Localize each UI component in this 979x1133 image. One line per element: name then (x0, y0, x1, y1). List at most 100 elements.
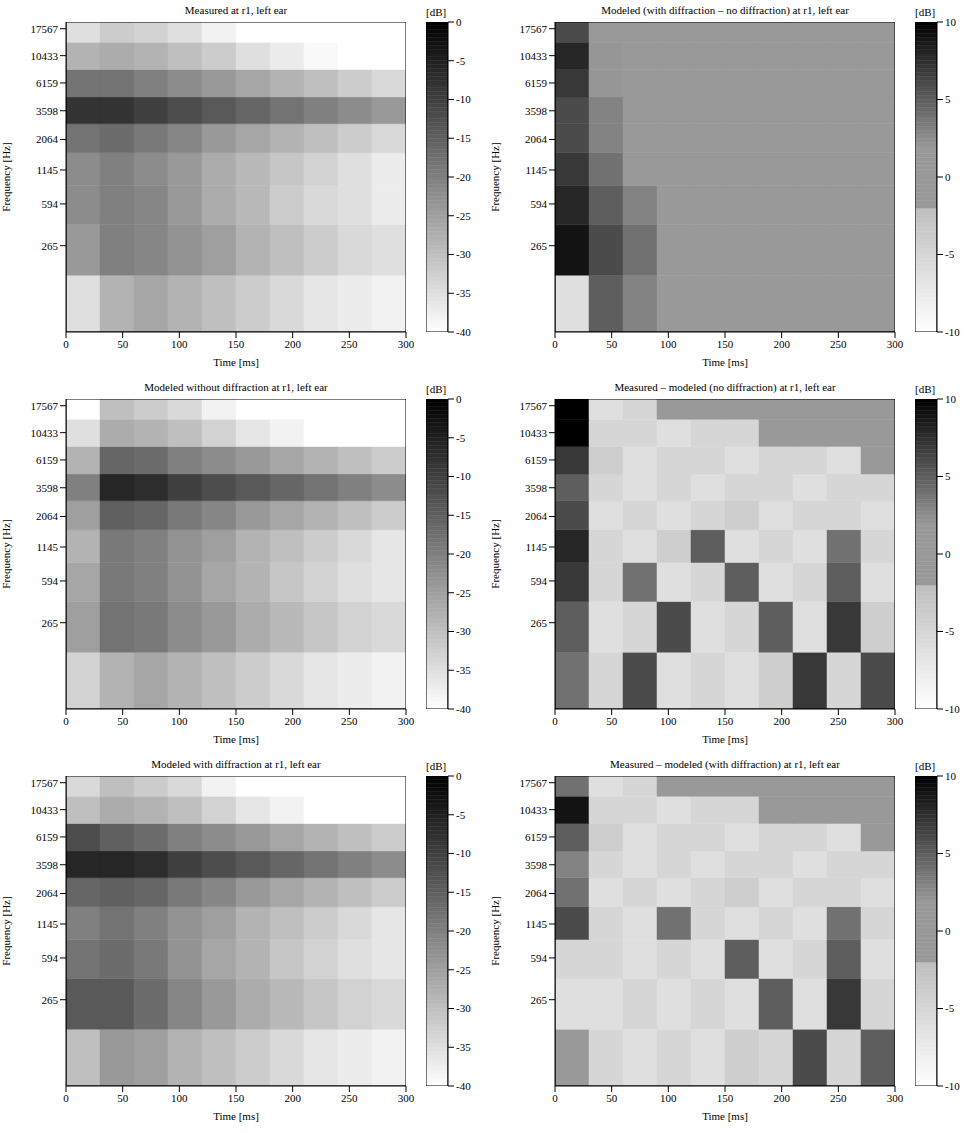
svg-text:17567: 17567 (31, 777, 59, 789)
svg-text:0: 0 (456, 393, 462, 405)
svg-text:265: 265 (531, 994, 548, 1006)
svg-text:150: 150 (717, 1092, 734, 1104)
svg-text:150: 150 (228, 1092, 245, 1104)
svg-text:-35: -35 (456, 287, 471, 299)
svg-text:100: 100 (660, 715, 677, 727)
svg-text:-35: -35 (456, 1041, 471, 1053)
svg-text:1145: 1145 (36, 164, 58, 176)
svg-text:265: 265 (42, 617, 59, 629)
svg-text:100: 100 (171, 1092, 188, 1104)
svg-text:-10: -10 (945, 1080, 960, 1092)
svg-text:-25: -25 (456, 210, 471, 222)
svg-text:-25: -25 (456, 964, 471, 976)
svg-text:100: 100 (171, 715, 188, 727)
svg-text:5: 5 (945, 93, 951, 105)
svg-text:594: 594 (531, 198, 548, 210)
svg-text:2064: 2064 (525, 510, 548, 522)
svg-text:265: 265 (531, 617, 548, 629)
svg-text:1145: 1145 (36, 541, 58, 553)
svg-text:0: 0 (945, 548, 951, 560)
svg-text:-10: -10 (945, 703, 960, 715)
svg-text:300: 300 (887, 715, 904, 727)
svg-text:250: 250 (341, 1092, 358, 1104)
svg-text:-15: -15 (456, 132, 471, 144)
svg-text:Time [ms]: Time [ms] (213, 1110, 259, 1122)
svg-text:0: 0 (552, 1092, 558, 1104)
svg-text:-5: -5 (456, 55, 466, 67)
svg-text:200: 200 (773, 1092, 790, 1104)
svg-text:Time [ms]: Time [ms] (702, 356, 748, 368)
svg-text:6159: 6159 (525, 77, 548, 89)
svg-text:-30: -30 (456, 1002, 471, 1014)
svg-text:150: 150 (717, 715, 734, 727)
svg-text:Frequency [Hz]: Frequency [Hz] (489, 896, 501, 965)
svg-text:150: 150 (228, 715, 245, 727)
svg-text:Time [ms]: Time [ms] (702, 733, 748, 745)
svg-text:594: 594 (42, 198, 59, 210)
svg-text:10433: 10433 (520, 804, 548, 816)
svg-text:Frequency [Hz]: Frequency [Hz] (489, 142, 501, 211)
svg-text:10433: 10433 (31, 50, 59, 62)
svg-text:-30: -30 (456, 625, 471, 637)
svg-text:-5: -5 (945, 625, 955, 637)
svg-text:-20: -20 (456, 548, 471, 560)
svg-text:17567: 17567 (31, 400, 59, 412)
svg-text:-35: -35 (456, 664, 471, 676)
svg-text:6159: 6159 (36, 831, 59, 843)
svg-text:-10: -10 (456, 470, 471, 482)
svg-text:250: 250 (341, 715, 358, 727)
svg-text:-30: -30 (456, 248, 471, 260)
svg-text:Frequency [Hz]: Frequency [Hz] (0, 142, 12, 211)
svg-text:0: 0 (945, 171, 951, 183)
svg-text:10433: 10433 (31, 804, 59, 816)
svg-text:300: 300 (887, 338, 904, 350)
svg-text:300: 300 (398, 338, 415, 350)
svg-text:150: 150 (228, 338, 245, 350)
svg-text:17567: 17567 (31, 23, 59, 35)
svg-text:250: 250 (830, 338, 847, 350)
svg-text:-10: -10 (456, 93, 471, 105)
svg-text:0: 0 (945, 925, 951, 937)
svg-text:0: 0 (63, 338, 69, 350)
svg-text:10: 10 (945, 393, 957, 405)
svg-text:-5: -5 (945, 248, 955, 260)
svg-text:-40: -40 (456, 326, 471, 338)
svg-text:300: 300 (398, 715, 415, 727)
svg-text:-15: -15 (456, 886, 471, 898)
svg-text:50: 50 (606, 1092, 618, 1104)
svg-text:3598: 3598 (36, 859, 59, 871)
svg-text:Time [ms]: Time [ms] (213, 356, 259, 368)
svg-text:5: 5 (945, 847, 951, 859)
svg-text:0: 0 (552, 338, 558, 350)
svg-text:17567: 17567 (520, 23, 548, 35)
svg-text:-25: -25 (456, 587, 471, 599)
svg-text:17567: 17567 (520, 777, 548, 789)
svg-text:6159: 6159 (525, 454, 548, 466)
svg-text:0: 0 (63, 715, 69, 727)
svg-text:10: 10 (945, 770, 957, 782)
svg-text:-10: -10 (945, 326, 960, 338)
svg-text:0: 0 (456, 770, 462, 782)
svg-text:50: 50 (117, 1092, 129, 1104)
svg-text:6159: 6159 (36, 454, 59, 466)
svg-text:-5: -5 (945, 1002, 955, 1014)
svg-text:100: 100 (660, 1092, 677, 1104)
svg-text:2064: 2064 (525, 133, 548, 145)
svg-text:-5: -5 (456, 809, 466, 821)
svg-text:150: 150 (717, 338, 734, 350)
svg-text:3598: 3598 (525, 482, 548, 494)
svg-text:200: 200 (773, 338, 790, 350)
svg-text:6159: 6159 (525, 831, 548, 843)
svg-text:10433: 10433 (520, 427, 548, 439)
svg-text:0: 0 (63, 1092, 69, 1104)
svg-text:50: 50 (606, 338, 618, 350)
svg-text:100: 100 (660, 338, 677, 350)
svg-text:Frequency [Hz]: Frequency [Hz] (0, 519, 12, 588)
svg-text:-15: -15 (456, 509, 471, 521)
svg-text:594: 594 (42, 952, 59, 964)
svg-text:Time [ms]: Time [ms] (702, 1110, 748, 1122)
svg-text:Frequency [Hz]: Frequency [Hz] (489, 519, 501, 588)
svg-text:-40: -40 (456, 703, 471, 715)
svg-text:10433: 10433 (520, 50, 548, 62)
svg-text:594: 594 (42, 575, 59, 587)
